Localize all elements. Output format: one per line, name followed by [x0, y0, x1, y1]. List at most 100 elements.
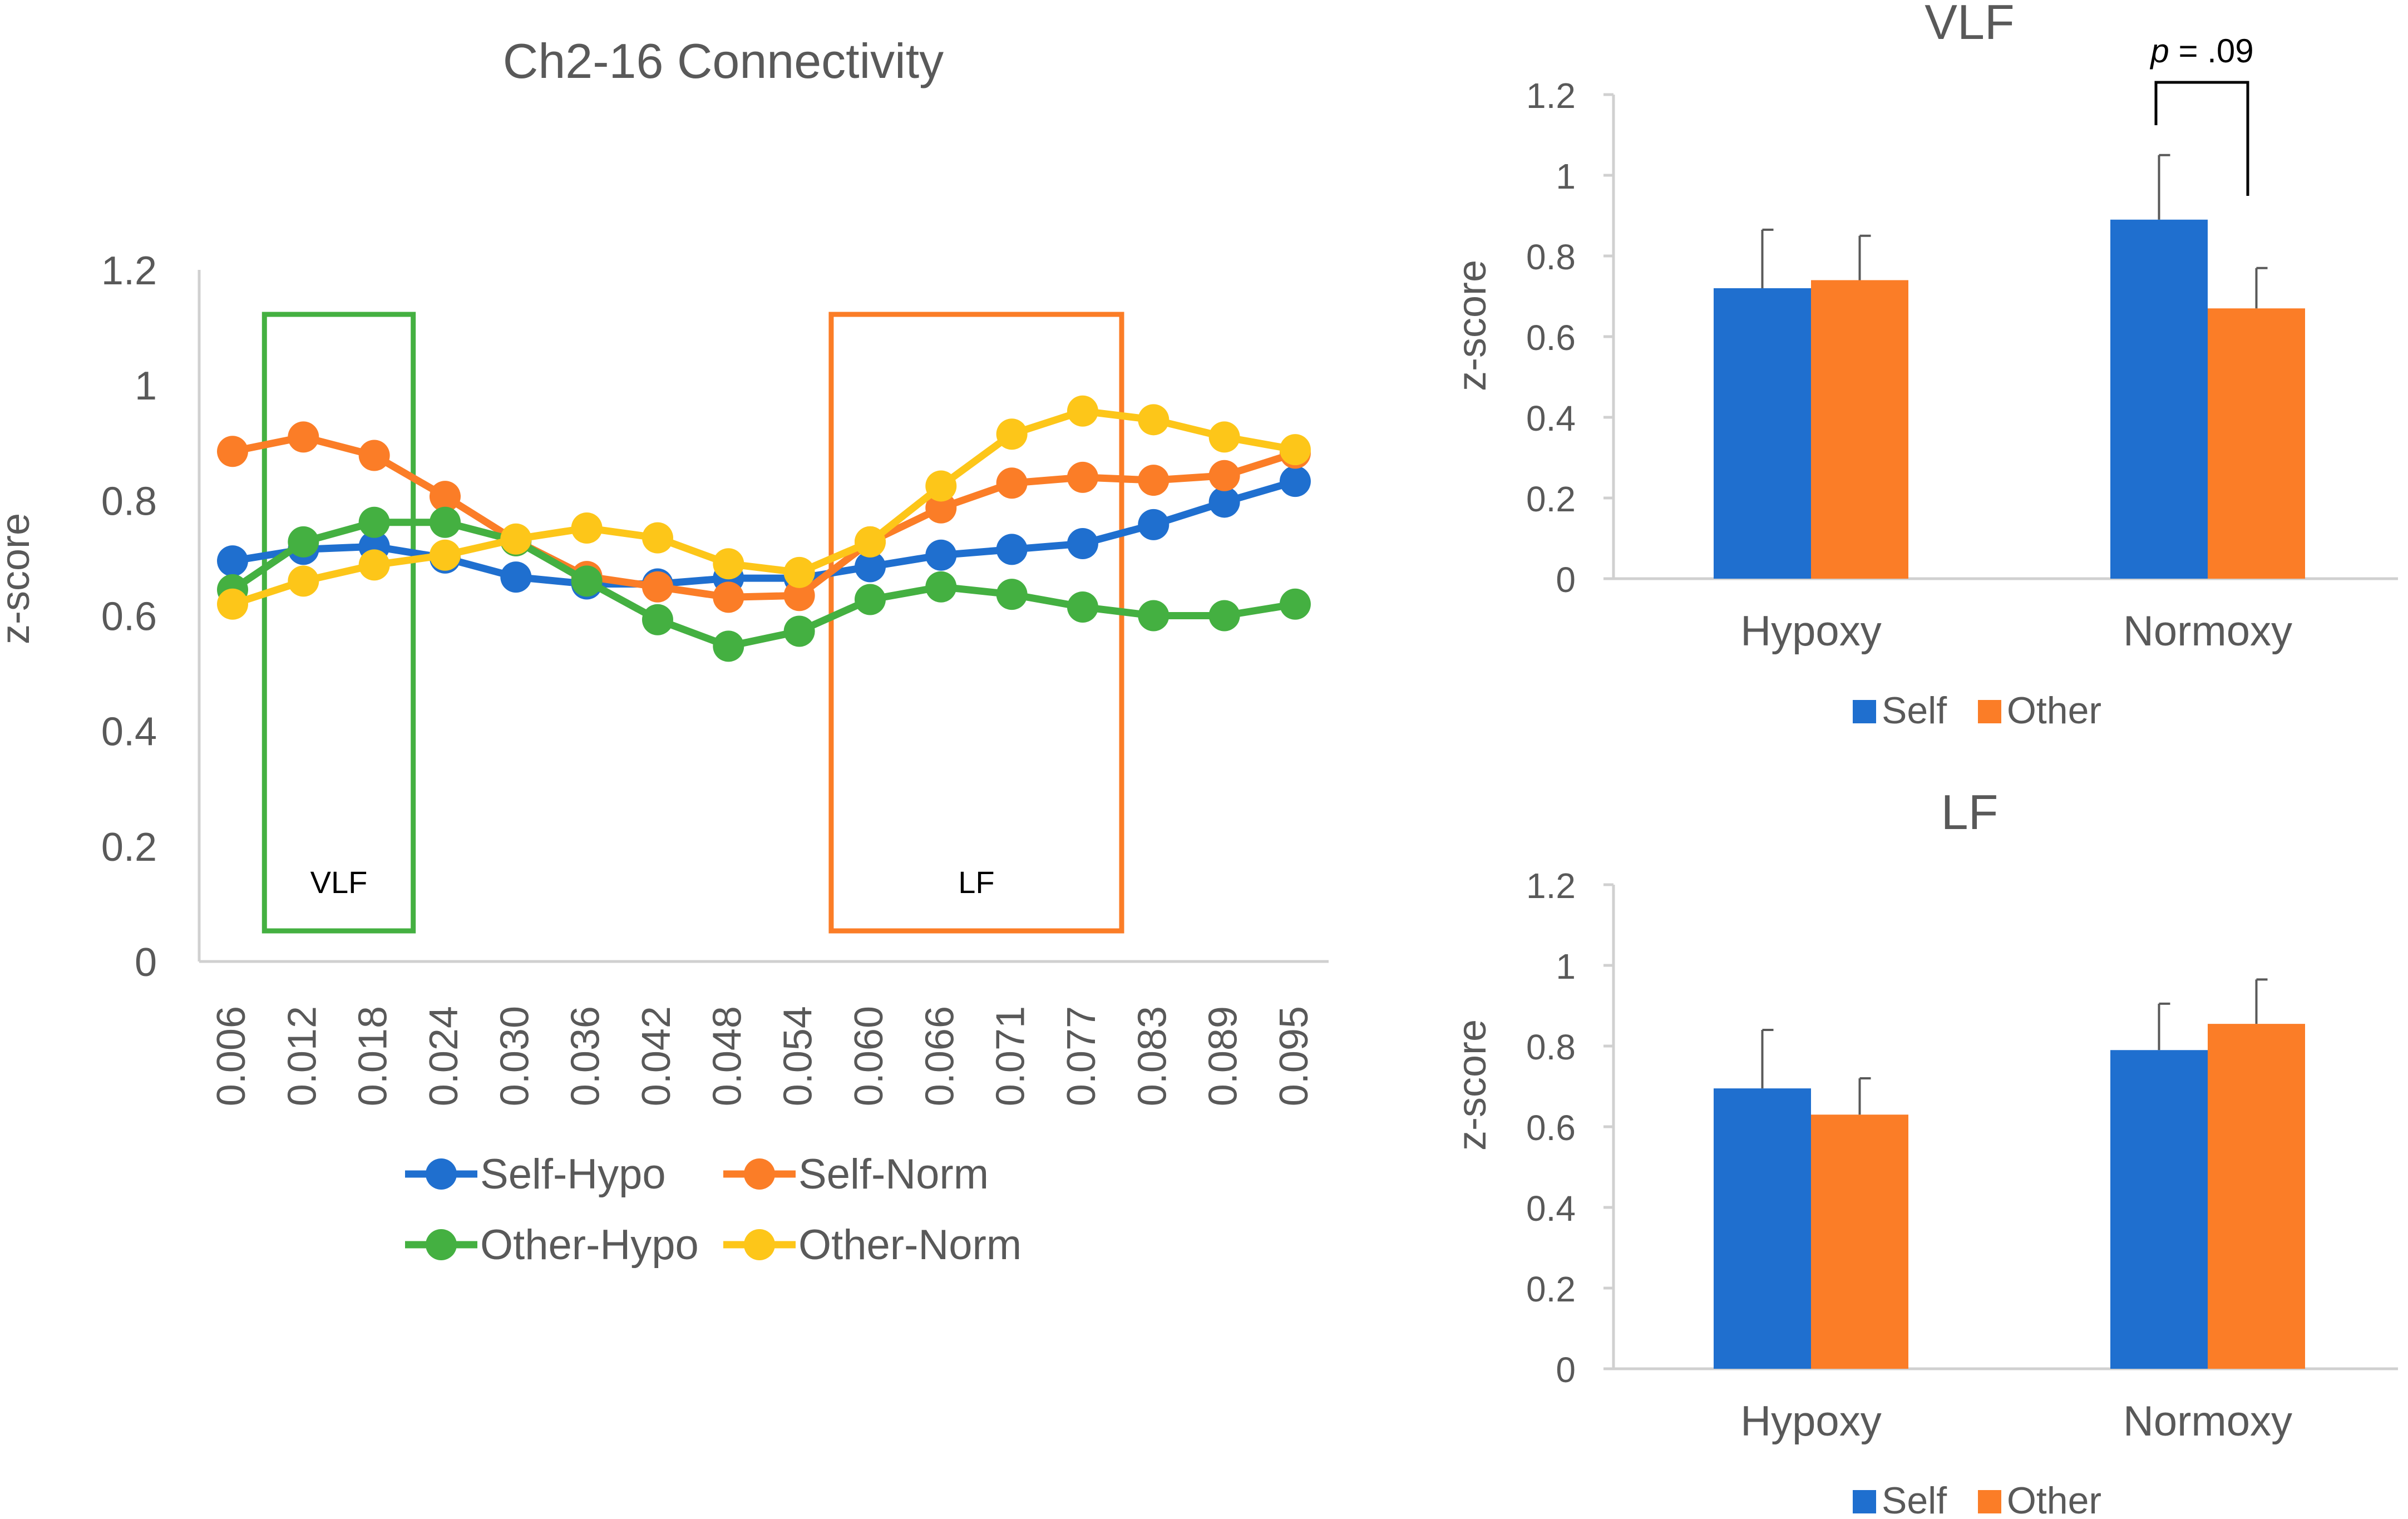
- data-point: [925, 571, 957, 603]
- legend-label-self: Self: [1882, 689, 1947, 732]
- line-chart-ylabel: z-score: [0, 513, 38, 644]
- vlf-chart-ylabel: z-score: [1450, 260, 1494, 391]
- legend-label-other-norm: Other-Norm: [798, 1221, 1022, 1269]
- x-tick-label: 0.066: [917, 1006, 962, 1106]
- y-tick-label: 0.8: [1526, 1027, 1576, 1067]
- y-tick-label: 0.4: [1526, 1188, 1576, 1229]
- category-label-normoxy: Normoxy: [2123, 608, 2292, 655]
- data-point: [996, 418, 1028, 450]
- bar-other-normoxy: [2208, 308, 2305, 579]
- x-tick-label: 0.054: [776, 1006, 821, 1106]
- series-line-self-hypo: [231, 477, 1296, 588]
- category-label-normoxy: Normoxy: [2123, 1398, 2292, 1445]
- data-point: [642, 571, 673, 603]
- y-tick-label: 0.8: [1526, 237, 1576, 277]
- lf-chart-plot: 0 0.2 0.4 0.6 0.8 1 1.2 Hypoxy Normoxy Self Other: [1526, 866, 2398, 1519]
- x-tick-label: 0.095: [1272, 1006, 1316, 1106]
- y-tick-label: 0: [1556, 560, 1576, 600]
- bar-other-hypoxy: [1811, 1114, 1908, 1369]
- data-point: [288, 565, 319, 597]
- data-point: [783, 556, 815, 588]
- data-point: [288, 526, 319, 558]
- data-point: [996, 467, 1028, 499]
- x-tick-label: 0.071: [989, 1006, 1033, 1106]
- legend-marker-self-hypo: [426, 1158, 457, 1190]
- data-point: [925, 539, 957, 571]
- x-tick-label: 0.083: [1130, 1006, 1175, 1106]
- data-point: [1279, 434, 1311, 466]
- series-line-other-norm: [231, 407, 1296, 608]
- data-point: [1208, 600, 1240, 632]
- y-tick-label: 1: [1556, 946, 1576, 987]
- y-tick-label: 1.2: [1526, 76, 1576, 116]
- line-chart-frequency-bands: VLF LF: [261, 312, 1124, 934]
- bar-self-normoxy: [2110, 1050, 2208, 1369]
- vlf-chart-title: VLF: [1925, 0, 2014, 50]
- legend-label-other: Other: [2007, 1479, 2101, 1519]
- y-tick-label: 1: [1556, 156, 1576, 196]
- legend-marker-other-hypo: [426, 1229, 457, 1260]
- y-tick-label: 0.8: [101, 479, 157, 524]
- data-point: [1067, 461, 1098, 493]
- data-point: [429, 481, 461, 512]
- y-tick-label: 0.2: [1526, 479, 1576, 519]
- lf-chart-ylabel: z-score: [1450, 1019, 1494, 1151]
- data-point: [571, 512, 603, 544]
- data-point: [925, 492, 957, 524]
- vlf-significance-annotation: p = .09: [2149, 32, 2254, 196]
- x-tick-label: 0.024: [422, 1006, 466, 1106]
- data-point: [1067, 591, 1098, 623]
- y-tick-label: 0.6: [101, 595, 157, 639]
- category-label-hypoxy: Hypoxy: [1740, 1398, 1881, 1445]
- legend-label-other-hypo: Other-Hypo: [480, 1221, 699, 1269]
- bar-self-normoxy: [2110, 219, 2208, 579]
- data-point: [1208, 486, 1240, 518]
- data-point: [1067, 528, 1098, 560]
- x-tick-label: 0.030: [492, 1006, 537, 1106]
- x-tick-label: 0.012: [280, 1006, 324, 1106]
- data-point: [996, 579, 1028, 610]
- data-point: [217, 588, 248, 620]
- legend-label-self: Self: [1882, 1479, 1947, 1519]
- data-point: [500, 523, 532, 555]
- data-point: [713, 630, 744, 662]
- y-tick-label: 0: [1556, 1350, 1576, 1390]
- bar-self-hypoxy: [1714, 1088, 1811, 1369]
- band-box-lf: [828, 312, 1124, 934]
- y-tick-label: 0.4: [101, 710, 157, 754]
- y-tick-label: 0.6: [1526, 1108, 1576, 1148]
- vlf-bar-chart: VLF z-score 0 0.2 0.4 0.6 0.8 1 1.2 Hypoxy Normo…: [1450, 0, 2398, 732]
- y-tick-label: 0.6: [1526, 318, 1576, 358]
- x-tick-label: 0.036: [564, 1006, 608, 1106]
- significance-label: p = .09: [2149, 32, 2253, 70]
- data-point: [429, 506, 461, 538]
- series-line-other-hypo: [230, 519, 1296, 650]
- bar-self-hypoxy: [1714, 288, 1811, 579]
- data-point: [642, 522, 673, 554]
- data-point: [713, 548, 744, 580]
- data-point: [854, 526, 886, 558]
- line-chart-y-tick-labels: 0 0.2 0.4 0.6 0.8 1 1.2: [101, 249, 157, 985]
- x-tick-label: 0.006: [209, 1006, 254, 1106]
- data-point: [1138, 465, 1170, 496]
- data-point: [217, 436, 248, 467]
- y-tick-label: 1.2: [101, 249, 157, 293]
- data-point: [1208, 460, 1240, 491]
- data-point: [713, 581, 744, 613]
- y-tick-label: 0.2: [101, 825, 157, 870]
- x-tick-label: 0.048: [705, 1006, 749, 1106]
- vlf-chart-plot: 0 0.2 0.4 0.6 0.8 1 1.2 Hypoxy Normoxy Self Other: [1526, 76, 2398, 732]
- legend-label-self-norm: Self-Norm: [798, 1151, 989, 1198]
- connectivity-line-chart: Ch2-16 Connectivity z-score 0 0.2 0.4 0.6 0.…: [0, 33, 1329, 1269]
- bar-other-normoxy: [2208, 1024, 2305, 1369]
- y-tick-label: 0.4: [1526, 398, 1576, 438]
- line-chart-x-tick-labels: 0.006 0.012 0.018 0.024 0.030 0.036 0.042 0.048…: [209, 1006, 1316, 1106]
- data-point: [358, 440, 390, 471]
- data-point: [571, 565, 603, 597]
- y-tick-label: 0.2: [1526, 1269, 1576, 1309]
- category-label-hypoxy: Hypoxy: [1740, 608, 1881, 655]
- significance-bracket: [2154, 81, 2249, 196]
- data-point: [1138, 600, 1170, 632]
- data-point: [854, 584, 886, 615]
